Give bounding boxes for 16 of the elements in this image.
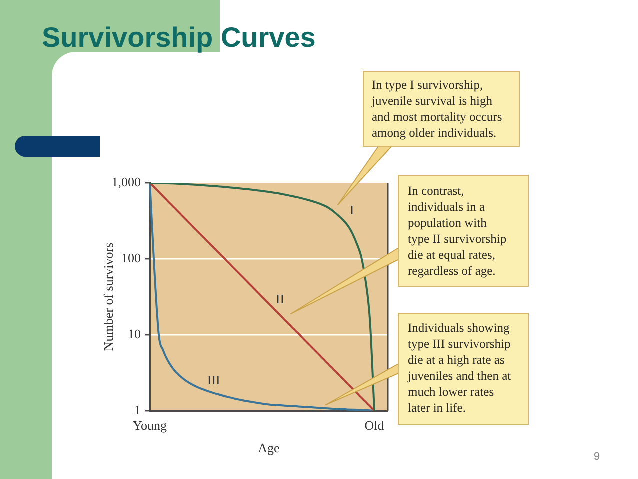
- series-label: III: [207, 372, 220, 388]
- text: 9: [594, 451, 600, 463]
- x-tick-label: Young: [132, 418, 168, 434]
- text: In type I survivorship, juvenile survival is high and most mortality occurs among older individuals.: [372, 77, 502, 141]
- y-axis-title: Number of survivors: [101, 242, 116, 352]
- y-tick-label: 10: [128, 326, 141, 342]
- x-tick-label: Old: [364, 418, 385, 434]
- x-axis-title: Age: [258, 440, 280, 456]
- y-tick-label: 100: [122, 250, 141, 266]
- y-tick-label: 1: [134, 402, 141, 418]
- y-tick-label: 1,000: [112, 174, 141, 190]
- text: Individuals showing type III survivorship die at a high rate as juveniles and then at much lower rates later in life.: [408, 320, 512, 416]
- chart-title: Survivorship Curves: [42, 21, 316, 55]
- series-label: II: [276, 292, 285, 307]
- series-label: I: [350, 202, 354, 218]
- text: In contrast, individuals in a population with type II survivorship die at equal rates, regardless of age.: [408, 183, 507, 279]
